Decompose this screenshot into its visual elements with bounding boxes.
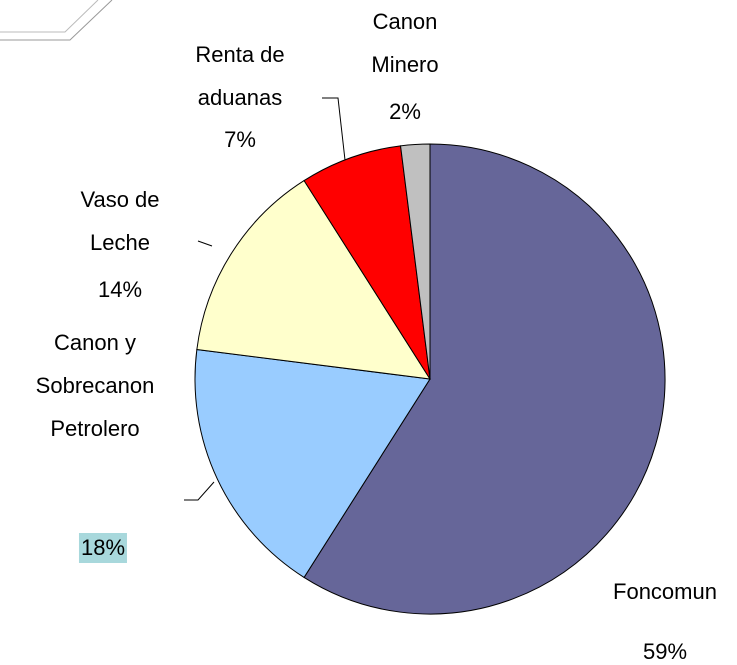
decoration: [0, 0, 99, 33]
leader-line: [197, 240, 213, 247]
leader-line: [184, 481, 215, 501]
pie-slice: [303, 145, 431, 380]
value-label: 59%: [642, 639, 688, 664]
slice-label: Vaso de Leche: [80, 187, 160, 255]
value-label: 18%: [78, 533, 128, 563]
slice-label: Canon y Sobrecanon Petrolero: [35, 330, 155, 441]
value-label: 7%: [224, 127, 256, 152]
decoration: [0, 0, 113, 41]
slice-label: Renta de aduanas: [195, 42, 285, 110]
pie-slice: [303, 143, 666, 615]
pie-slice: [196, 179, 431, 380]
pie-slice: [194, 348, 431, 579]
value-label: 2%: [389, 99, 421, 124]
leader-line: [322, 97, 346, 161]
slice-label: Foncomun: [613, 579, 717, 604]
slice-label: Canon Minero: [371, 9, 439, 77]
pie-slice: [399, 143, 431, 380]
value-label: 14%: [97, 277, 143, 302]
